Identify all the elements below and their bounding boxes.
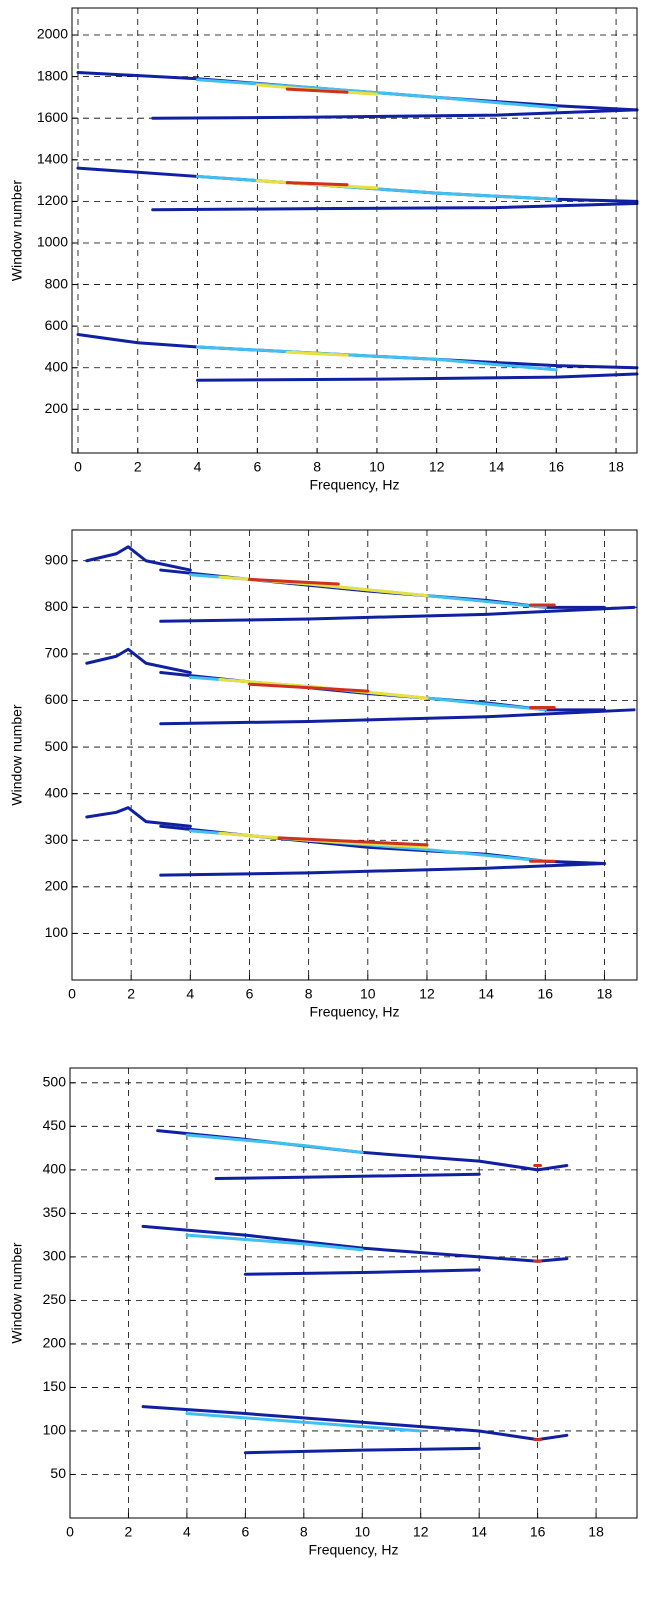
plot-frame — [69, 1067, 638, 1519]
y-tick-label: 350 — [43, 1204, 67, 1220]
x-tick-label: 6 — [246, 986, 254, 1002]
contour-ridge — [196, 345, 558, 372]
y-tick-label: 1600 — [37, 109, 68, 125]
x-tick-label: 14 — [471, 1524, 487, 1540]
y-tick-label: 300 — [45, 831, 69, 847]
y-tick-label: 1800 — [37, 67, 68, 83]
contour-ridge — [159, 708, 636, 726]
contour-ridge — [247, 682, 370, 693]
y-tick-label: 400 — [45, 358, 69, 374]
y-tick-label: 1400 — [37, 151, 68, 167]
contour-ridge — [76, 332, 639, 370]
contour-ridge — [185, 1412, 423, 1433]
contour-ridge — [247, 577, 340, 586]
x-tick-label: 0 — [74, 459, 82, 475]
contour-ridge — [76, 166, 639, 203]
y-tick-label: 400 — [45, 784, 69, 800]
contour-ridge — [85, 545, 192, 572]
x-tick-label: 4 — [194, 459, 202, 475]
contour-ridge — [243, 1268, 481, 1276]
contour-ridge — [151, 108, 639, 120]
x-tick-label: 2 — [127, 986, 135, 1002]
plot-frame — [71, 529, 638, 981]
y-axis-label: Window number — [9, 704, 25, 805]
y-tick-label: 500 — [45, 738, 69, 754]
y-tick-label: 800 — [45, 275, 69, 291]
x-tick-label: 12 — [413, 1524, 429, 1540]
x-axis-label: Frequency, Hz — [309, 1542, 399, 1558]
y-tick-label: 200 — [45, 400, 69, 416]
x-tick-label: 8 — [305, 986, 313, 1002]
x-tick-label: 10 — [369, 459, 385, 475]
x-tick-label: 12 — [419, 986, 435, 1002]
x-tick-label: 18 — [588, 1524, 604, 1540]
y-tick-label: 200 — [45, 878, 69, 894]
y-tick-label: 200 — [43, 1335, 67, 1351]
x-tick-label: 18 — [597, 986, 613, 1002]
contour-ridge — [159, 862, 606, 877]
contour-ridge — [159, 671, 606, 712]
contour-ridge — [141, 1405, 569, 1442]
x-tick-label: 16 — [530, 1524, 546, 1540]
contour-ridge — [196, 372, 639, 382]
contour-ridge — [185, 1233, 364, 1252]
contour-ridge — [85, 647, 192, 675]
y-tick-label: 450 — [43, 1117, 67, 1133]
contour-ridge — [285, 87, 349, 94]
y-tick-label: 600 — [45, 317, 69, 333]
y-tick-label: 800 — [45, 598, 69, 614]
contour-ridge — [214, 1172, 481, 1181]
x-tick-label: 16 — [538, 986, 554, 1002]
y-tick-label: 2000 — [37, 26, 68, 42]
y-tick-label: 300 — [43, 1248, 67, 1264]
x-tick-label: 8 — [300, 1524, 308, 1540]
contour-ridge — [159, 605, 636, 623]
plot-frame — [71, 7, 638, 454]
x-tick-label: 6 — [253, 459, 261, 475]
y-tick-label: 1200 — [37, 192, 68, 208]
y-tick-label: 500 — [43, 1074, 67, 1090]
x-axis-label: Frequency, Hz — [310, 477, 400, 493]
y-tick-label: 100 — [43, 1422, 67, 1438]
y-tick-label: 100 — [45, 924, 69, 940]
x-tick-label: 0 — [66, 1524, 74, 1540]
x-tick-label: 6 — [241, 1524, 249, 1540]
y-tick-label: 700 — [45, 645, 69, 661]
y-tick-label: 50 — [50, 1465, 66, 1481]
contour-ridge — [285, 350, 349, 357]
y-tick-label: 600 — [45, 691, 69, 707]
contour-ridge — [243, 1446, 481, 1455]
x-tick-label: 12 — [429, 459, 445, 475]
x-axis-label: Frequency, Hz — [310, 1004, 400, 1020]
y-tick-label: 1000 — [37, 234, 68, 250]
x-tick-label: 4 — [186, 986, 194, 1002]
contour-ridge — [141, 1224, 569, 1263]
x-tick-label: 0 — [68, 986, 76, 1002]
contour-ridge — [185, 1133, 364, 1154]
x-tick-label: 10 — [354, 1524, 370, 1540]
y-axis-label: Window number — [9, 1242, 25, 1343]
contour-ridge — [159, 568, 606, 609]
y-axis-label: Window number — [9, 180, 25, 281]
x-tick-label: 10 — [360, 986, 376, 1002]
x-tick-label: 16 — [548, 459, 564, 475]
x-tick-label: 4 — [183, 1524, 191, 1540]
contour-ridge — [85, 806, 192, 828]
y-tick-label: 400 — [43, 1161, 67, 1177]
y-tick-label: 250 — [43, 1291, 67, 1307]
y-tick-label: 150 — [43, 1378, 67, 1394]
contour-ridge — [151, 201, 639, 212]
x-tick-label: 14 — [478, 986, 494, 1002]
x-tick-label: 2 — [125, 1524, 133, 1540]
y-tick-label: 900 — [45, 551, 69, 567]
x-tick-label: 14 — [489, 459, 505, 475]
x-tick-label: 2 — [134, 459, 142, 475]
contour-ridge — [277, 836, 429, 847]
x-tick-label: 8 — [313, 459, 321, 475]
contour-ridge — [285, 181, 349, 187]
x-tick-label: 18 — [608, 459, 624, 475]
